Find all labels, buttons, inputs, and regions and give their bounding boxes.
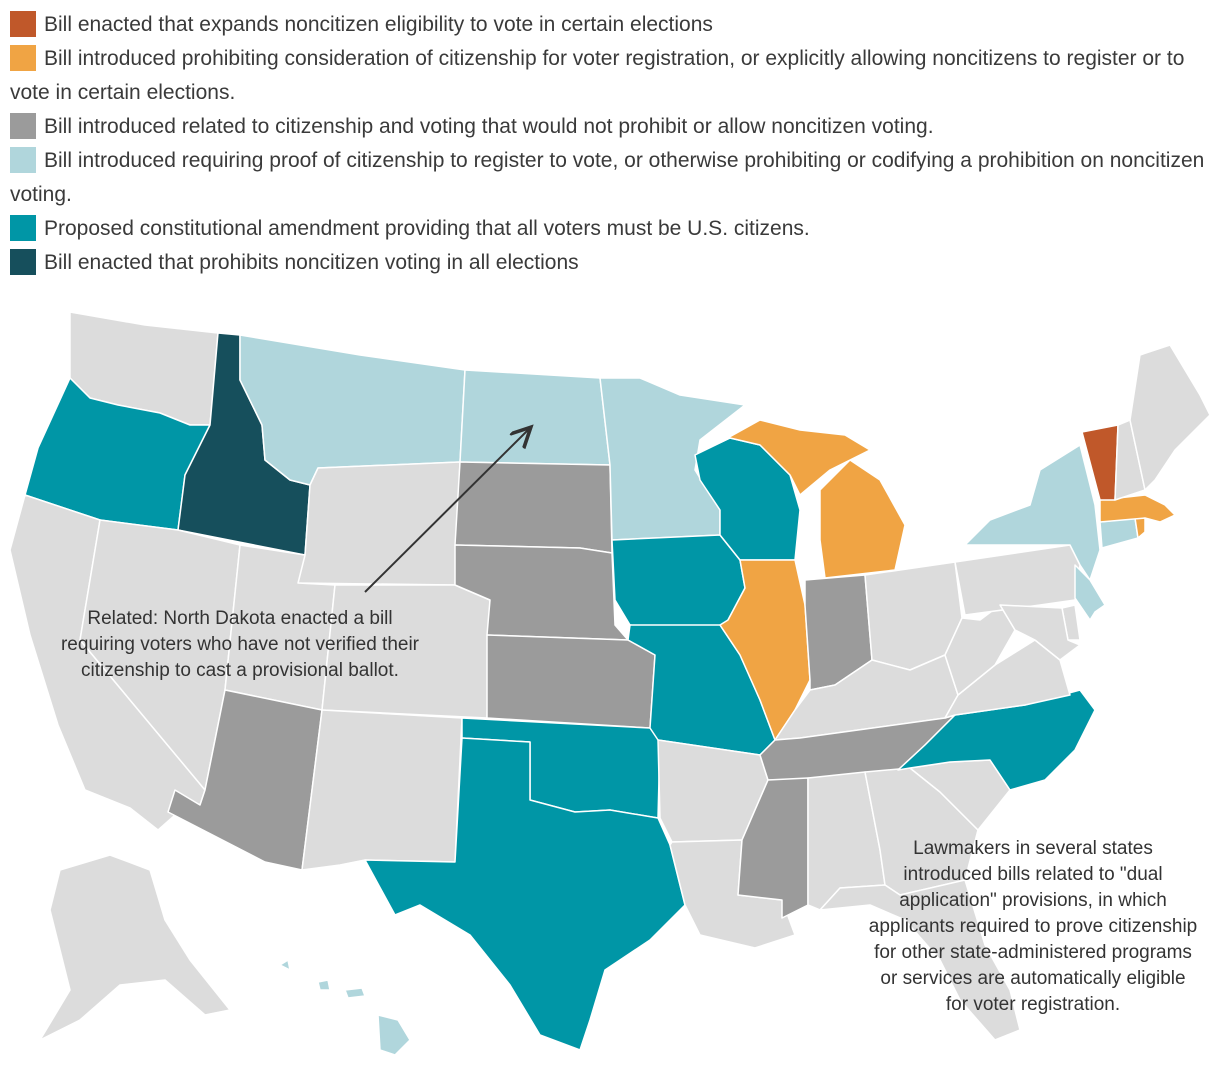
annotation-arrow xyxy=(364,430,528,593)
state-hawaii[interactable] xyxy=(279,959,411,1056)
legend-item-proof-of-citizenship: Bill introduced requiring proof of citiz… xyxy=(10,144,1210,212)
legend-item-constitutional-amendment: Proposed constitutional amendment provid… xyxy=(10,212,1210,246)
state-maryland[interactable] xyxy=(999,604,1081,661)
state-south-dakota[interactable] xyxy=(454,461,613,554)
state-florida[interactable] xyxy=(819,879,1021,1041)
legend-swatch xyxy=(10,215,36,241)
state-iowa[interactable] xyxy=(611,534,746,636)
state-kansas[interactable] xyxy=(486,634,656,729)
legend-swatch xyxy=(10,113,36,139)
legend-label: Bill introduced prohibiting consideratio… xyxy=(10,47,1185,104)
legend-swatch xyxy=(10,147,36,173)
state-north-dakota[interactable] xyxy=(459,369,611,466)
legend-label: Bill enacted that prohibits noncitizen v… xyxy=(44,251,579,274)
state-pennsylvania[interactable] xyxy=(954,544,1081,616)
legend-item-expands-noncitizen-voting: Bill enacted that expands noncitizen eli… xyxy=(10,8,1210,42)
annotation-dual-application: Lawmakers in several states introduced b… xyxy=(868,838,1198,1015)
state-connecticut[interactable] xyxy=(1099,517,1139,549)
map-legend: Bill enacted that expands noncitizen eli… xyxy=(10,8,1210,280)
legend-item-related-neutral: Bill introduced related to citizenship a… xyxy=(10,110,1210,144)
legend-swatch xyxy=(10,249,36,275)
state-michigan[interactable] xyxy=(714,419,906,579)
state-maine[interactable] xyxy=(1129,344,1211,491)
state-new-york[interactable] xyxy=(964,444,1101,581)
legend-swatch xyxy=(10,11,36,37)
state-massachusetts[interactable] xyxy=(1099,494,1176,523)
state-illinois[interactable] xyxy=(719,559,811,741)
legend-label: Bill introduced related to citizenship a… xyxy=(44,115,934,138)
legend-label: Bill introduced requiring proof of citiz… xyxy=(10,149,1205,206)
state-new-mexico[interactable] xyxy=(301,709,463,871)
state-alaska[interactable] xyxy=(39,854,231,1041)
legend-swatch xyxy=(10,45,36,71)
legend-label: Bill enacted that expands noncitizen eli… xyxy=(44,13,713,36)
us-states-map xyxy=(9,311,1211,1056)
annotation-north-dakota: Related: North Dakota enacted a bill req… xyxy=(60,608,420,681)
state-mississippi[interactable] xyxy=(737,777,809,919)
legend-label: Proposed constitutional amendment provid… xyxy=(44,217,810,240)
state-texas[interactable] xyxy=(364,737,686,1051)
legend-item-prohibits-noncitizen-voting: Bill enacted that prohibits noncitizen v… xyxy=(10,246,1210,280)
state-minnesota[interactable] xyxy=(599,377,746,541)
state-new-jersey[interactable] xyxy=(1074,564,1106,621)
legend-item-allowing-noncitizens: Bill introduced prohibiting consideratio… xyxy=(10,42,1210,110)
state-wyoming[interactable] xyxy=(297,461,461,586)
